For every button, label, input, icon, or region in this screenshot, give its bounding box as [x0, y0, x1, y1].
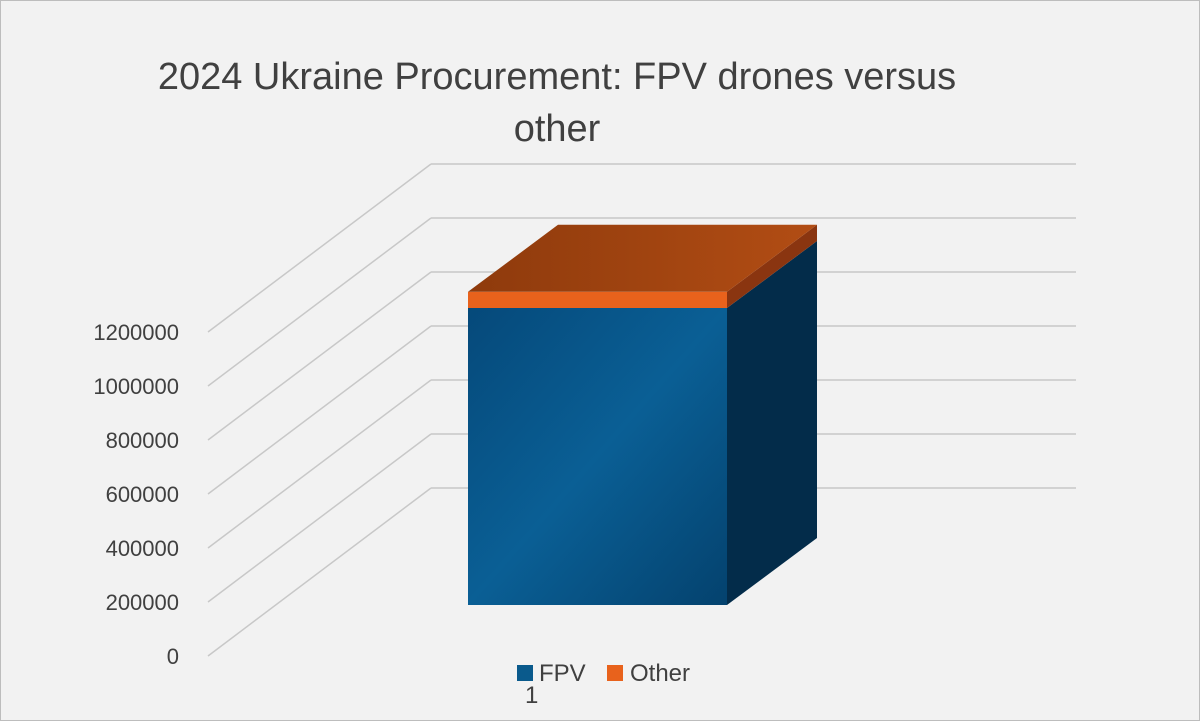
side-gridline — [207, 271, 432, 441]
side-gridline — [207, 487, 432, 657]
bar-front-fpv — [468, 308, 727, 605]
category-label: 1 — [525, 682, 538, 709]
legend-swatch-fpv — [517, 665, 533, 681]
side-gridline — [207, 379, 432, 549]
y-tick-label: 200000 — [106, 590, 179, 615]
legend-label-other: Other — [630, 660, 690, 687]
bar-top-other — [468, 224, 817, 292]
chart-title-line-2: other — [514, 108, 601, 150]
side-gridline — [207, 163, 432, 333]
y-tick-label: 400000 — [106, 536, 179, 561]
y-tick-label: 1000000 — [93, 374, 179, 399]
y-tick-label: 0 — [167, 644, 179, 669]
side-gridline — [207, 325, 432, 495]
side-gridline — [207, 217, 432, 387]
legend-swatch-other — [607, 665, 623, 681]
y-tick-label: 1200000 — [93, 320, 179, 345]
chart-title-line-1: 2024 Ukraine Procurement: FPV drones ver… — [158, 56, 956, 98]
bar-front-other — [468, 291, 727, 308]
y-tick-label: 800000 — [106, 428, 179, 453]
bar-side-fpv — [727, 241, 817, 605]
side-gridline — [207, 433, 432, 603]
legend-label-fpv: FPV — [539, 660, 586, 687]
bar-side-other — [727, 224, 817, 308]
y-tick-label: 600000 — [106, 482, 179, 507]
